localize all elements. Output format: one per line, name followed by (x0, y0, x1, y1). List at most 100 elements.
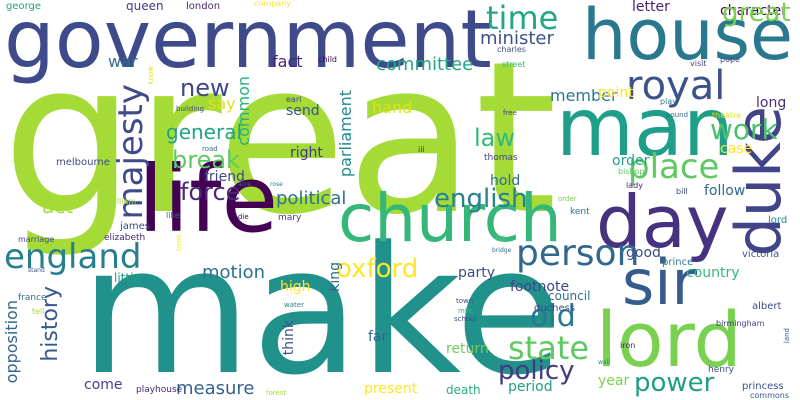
cloud-word: war (108, 52, 138, 71)
cloud-word: forest (266, 389, 287, 397)
cloud-word: order (558, 195, 577, 203)
cloud-word: stand (28, 267, 45, 274)
cloud-word: royal (626, 63, 726, 109)
cloud-word: william (108, 197, 137, 206)
cloud-word: follow (704, 183, 746, 199)
cloud-word: sir (622, 246, 698, 319)
cloud-word: mile (458, 307, 474, 315)
cloud-word: long (756, 95, 787, 111)
cloud-word: building (176, 105, 205, 113)
cloud-word: come (84, 377, 123, 393)
cloud-word: kent (570, 207, 590, 217)
cloud-word: school (454, 315, 477, 323)
cloud-word: point (598, 85, 634, 101)
cloud-word: george (6, 1, 42, 12)
cloud-word: street (502, 60, 526, 69)
cloud-word: iron (620, 341, 636, 350)
cloud-word: iii (418, 145, 425, 154)
cloud-word: marriage (18, 235, 55, 244)
cloud-word: know (147, 66, 155, 85)
cloud-word: person (516, 233, 640, 274)
cloud-word: fact (272, 52, 303, 71)
cloud-word: water (284, 301, 304, 309)
cloud-word: child (318, 55, 337, 64)
cloud-word: character (720, 3, 788, 19)
cloud-word: book (175, 234, 183, 252)
cloud-word: opposition (2, 300, 21, 384)
cloud-word: playhouse (136, 385, 183, 395)
cloud-word: think (281, 320, 297, 356)
cloud-word: good (626, 245, 661, 261)
cloud-word: town (456, 297, 474, 305)
cloud-word: general (166, 120, 243, 144)
cloud-word: motion (202, 262, 266, 283)
cloud-word: play (660, 97, 677, 106)
cloud-word: political (276, 188, 347, 209)
cloud-word: friend (204, 169, 245, 185)
cloud-word: minister (480, 28, 554, 49)
cloud-word: high (280, 279, 311, 295)
cloud-word: free (503, 109, 517, 117)
cloud-word: pope (720, 55, 740, 64)
cloud-word: lady (626, 181, 643, 190)
cloud-word: member (550, 86, 618, 105)
cloud-word: church (338, 180, 562, 257)
cloud-word: mary (278, 213, 302, 223)
cloud-word: rose (270, 181, 283, 188)
cloud-word: albert (752, 301, 782, 312)
cloud-word: time (486, 0, 559, 37)
cloud-word: die (238, 213, 249, 221)
cloud-word: make (80, 209, 564, 400)
cloud-word: hold (490, 173, 521, 189)
cloud-word: house (582, 0, 794, 76)
cloud-word: english (434, 184, 528, 214)
cloud-word: break (172, 146, 240, 174)
cloud-word: life (138, 146, 279, 253)
cloud-word: committee (376, 54, 474, 75)
cloud-word: lord (596, 295, 742, 384)
cloud-word: law (474, 124, 516, 152)
cloud-word: letter (632, 0, 670, 15)
cloud-word: commons (750, 391, 790, 400)
cloud-word: great (2, 16, 558, 261)
cloud-word: great (722, 0, 791, 28)
cloud-word: man (556, 81, 734, 174)
cloud-word: government (4, 0, 492, 86)
cloud-word: bishop (618, 167, 645, 176)
cloud-word: act (42, 194, 74, 218)
cloud-word: road (202, 145, 218, 153)
cloud-word: acre (238, 181, 252, 188)
cloud-word: old (530, 299, 576, 334)
cloud-word: period (508, 379, 553, 395)
cloud-word: visit (690, 59, 707, 68)
cloud-word: birmingham (716, 319, 765, 328)
cloud-word: melbourne (56, 157, 110, 168)
cloud-word: policy (498, 356, 575, 386)
cloud-word: queen (126, 0, 164, 13)
cloud-word: henry (708, 365, 734, 375)
cloud-word: state (508, 329, 590, 367)
cloud-word: measure (176, 378, 255, 399)
cloud-word: country (686, 265, 740, 281)
cloud-word: james (120, 221, 151, 232)
cloud-word: london (186, 1, 221, 12)
cloud-word: elizabeth (104, 233, 146, 243)
cloud-word: common (234, 76, 253, 146)
cloud-word: case (720, 141, 753, 157)
cloud-word: like (166, 211, 180, 220)
cloud-word: place (628, 147, 720, 187)
cloud-word: work (710, 113, 778, 146)
cloud-word: england (4, 237, 142, 277)
cloud-word: return (446, 341, 489, 357)
cloud-word: say (208, 94, 236, 113)
cloud-word: king (327, 262, 343, 292)
cloud-word: company (254, 0, 291, 8)
cloud-word: right (290, 145, 323, 161)
cloud-word: year (598, 373, 630, 389)
cloud-word: party (458, 265, 495, 281)
cloud-word: bill (676, 187, 688, 196)
cloud-word: hill (496, 235, 507, 243)
cloud-word: charles (497, 45, 526, 54)
cloud-word: force (180, 178, 241, 206)
cloud-word: france (18, 293, 47, 303)
